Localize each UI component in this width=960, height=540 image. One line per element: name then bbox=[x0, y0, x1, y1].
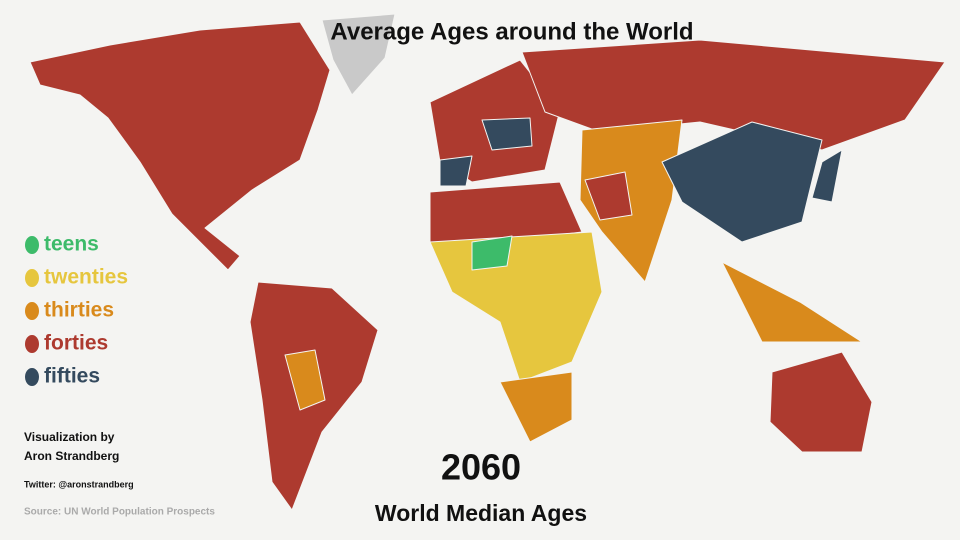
credit-source: Source: UN World Population Prospects bbox=[24, 507, 215, 518]
legend-dot bbox=[25, 269, 39, 287]
niger bbox=[471, 235, 513, 271]
north-america bbox=[29, 21, 331, 271]
year: 2060 bbox=[441, 447, 521, 488]
australia bbox=[769, 351, 873, 453]
bolivia-paraguay bbox=[284, 349, 326, 411]
legend-dot bbox=[25, 236, 39, 254]
credit-twitter: Twitter: @aronstrandberg bbox=[24, 479, 134, 489]
iberia bbox=[439, 155, 473, 187]
china bbox=[661, 121, 823, 243]
credit-line: Visualization by bbox=[24, 430, 115, 444]
japan bbox=[811, 149, 843, 203]
russia-asia bbox=[521, 39, 946, 151]
central-europe bbox=[481, 117, 533, 151]
credit-author: Aron Strandberg bbox=[24, 449, 119, 463]
legend-label: fifties bbox=[44, 365, 100, 388]
greenland bbox=[321, 13, 396, 96]
legend-dot bbox=[25, 335, 39, 353]
map-title: Average Ages around the World bbox=[330, 18, 693, 45]
iran bbox=[584, 171, 633, 221]
legend-label: thirties bbox=[44, 299, 114, 322]
central-south-asia bbox=[579, 119, 683, 283]
legend-dot bbox=[25, 302, 39, 320]
world-map bbox=[29, 13, 946, 511]
north-africa bbox=[429, 181, 583, 243]
southern-africa bbox=[499, 371, 573, 443]
legend-dot bbox=[25, 368, 39, 386]
subtitle: World Median Ages bbox=[375, 500, 587, 526]
legend: teens twenties thirties forties fifties bbox=[25, 233, 128, 388]
legend-label: forties bbox=[44, 332, 108, 355]
legend-label: teens bbox=[44, 233, 99, 256]
legend-label: twenties bbox=[44, 266, 128, 289]
southeast-asia bbox=[721, 261, 863, 343]
